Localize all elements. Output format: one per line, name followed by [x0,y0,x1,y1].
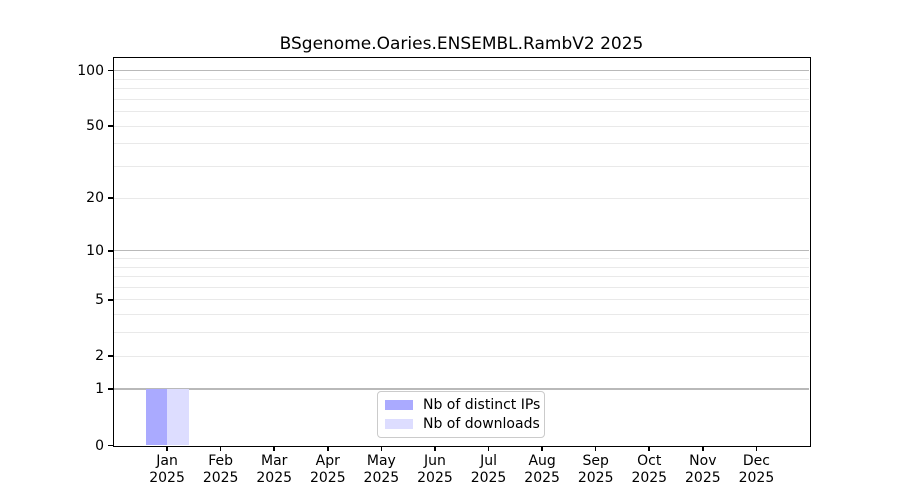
x-axis-tick [755,446,758,452]
y-axis-tick [108,69,113,72]
x-axis-tick [327,446,329,452]
y-axis-tick-label: 50 [86,118,104,135]
month-label: Sep [582,453,609,469]
legend-label-distinct-ips: Nb of distinct IPs [423,397,541,413]
x-axis-tick-label: Mar 2025 [229,453,319,486]
gridline-minor [114,111,809,113]
gridline-minor [114,88,809,90]
x-axis-tick-label: May 2025 [336,453,426,486]
x-axis-tick [541,446,543,452]
year-label: 2025 [309,469,346,486]
y-axis-tick [108,444,113,447]
month-label: Aug [528,453,556,469]
year-label: 2025 [685,469,721,486]
month-label: Feb [208,453,234,469]
x-axis-tick [648,446,651,452]
year-label: 2025 [202,469,239,486]
x-axis-tick [702,446,704,452]
month-label: Jan [156,453,178,469]
gridline-minor [114,197,809,199]
bar-downloads [167,389,189,446]
chart-title: BSgenome.Oaries.ENSEMBL.RambV2 2025 [279,34,644,54]
legend-item-distinct-ips: Nb of distinct IPs [385,397,541,413]
y-axis-tick-label: 100 [77,62,104,79]
gridline-minor [114,314,809,316]
y-axis-tick [108,197,113,199]
y-axis-tick [108,355,113,358]
gridline-major [114,388,809,390]
y-axis-tick-label: 0 [95,437,104,454]
legend-swatch-distinct-ips [385,400,413,410]
legend-item-downloads: Nb of downloads [385,416,540,432]
x-axis-tick-label: Apr 2025 [283,453,373,486]
year-label: 2025 [149,469,185,486]
y-axis-tick-label: 2 [95,348,104,365]
x-axis-tick [434,446,436,452]
x-axis-tick [166,446,168,452]
gridline-major [114,69,809,72]
gridline-minor [114,332,809,334]
gridline-minor [114,257,809,259]
legend-swatch-downloads [385,419,413,429]
gridline-minor [114,166,809,168]
gridline-major [114,250,809,252]
x-axis-tick-label: Jun 2025 [390,453,480,486]
x-axis-tick-label: Aug 2025 [497,453,587,486]
year-label: 2025 [363,469,400,486]
x-axis-tick-label: Sep 2025 [551,453,641,486]
gridline-minor [114,266,809,268]
legend-label-downloads: Nb of downloads [423,416,540,432]
y-axis-tick [108,125,113,127]
gridline-minor [114,98,809,100]
y-axis-tick [108,388,113,390]
year-label: 2025 [256,469,293,486]
x-axis-tick-label: Jan 2025 [122,453,212,486]
bar-distinct-ips [145,389,168,446]
gridline-minor [114,125,809,127]
gridline-minor [114,299,809,301]
month-label: Jun [424,453,446,469]
x-axis-tick-label: Jul 2025 [444,453,534,486]
month-label: Apr [315,453,340,469]
month-label: Oct [637,453,662,469]
month-label: Mar [261,453,288,469]
gridline-minor [114,355,809,357]
x-axis-tick [594,446,597,452]
y-axis-tick [108,299,113,301]
x-axis-tick [273,446,276,452]
gridline-minor [114,286,809,288]
x-axis-tick-label: Feb 2025 [176,453,266,486]
year-label: 2025 [738,469,775,486]
x-axis-tick [219,446,222,452]
month-label: Nov [689,453,717,469]
month-label: Jul [480,453,497,469]
y-axis-tick-label: 1 [95,381,104,398]
month-label: May [366,453,396,469]
legend: Nb of distinct IPs Nb of downloads [377,391,545,438]
y-axis-tick-label: 20 [86,190,104,207]
year-label: 2025 [524,469,560,486]
gridline-minor [114,78,809,80]
x-axis-tick [487,446,490,452]
x-axis-tick-label: Oct 2025 [604,453,694,486]
y-axis-tick [108,249,113,252]
y-axis-tick-label: 5 [95,291,104,308]
x-axis-tick [380,446,383,452]
x-axis-tick-label: Dec 2025 [711,453,801,486]
year-label: 2025 [417,469,453,486]
x-axis-tick-label: Nov 2025 [658,453,748,486]
y-axis-tick-label: 10 [86,242,104,259]
year-label: 2025 [577,469,614,486]
month-label: Dec [742,453,770,469]
year-label: 2025 [631,469,668,486]
gridline-minor [114,143,809,145]
year-label: 2025 [470,469,507,486]
gridline-minor [114,276,809,278]
